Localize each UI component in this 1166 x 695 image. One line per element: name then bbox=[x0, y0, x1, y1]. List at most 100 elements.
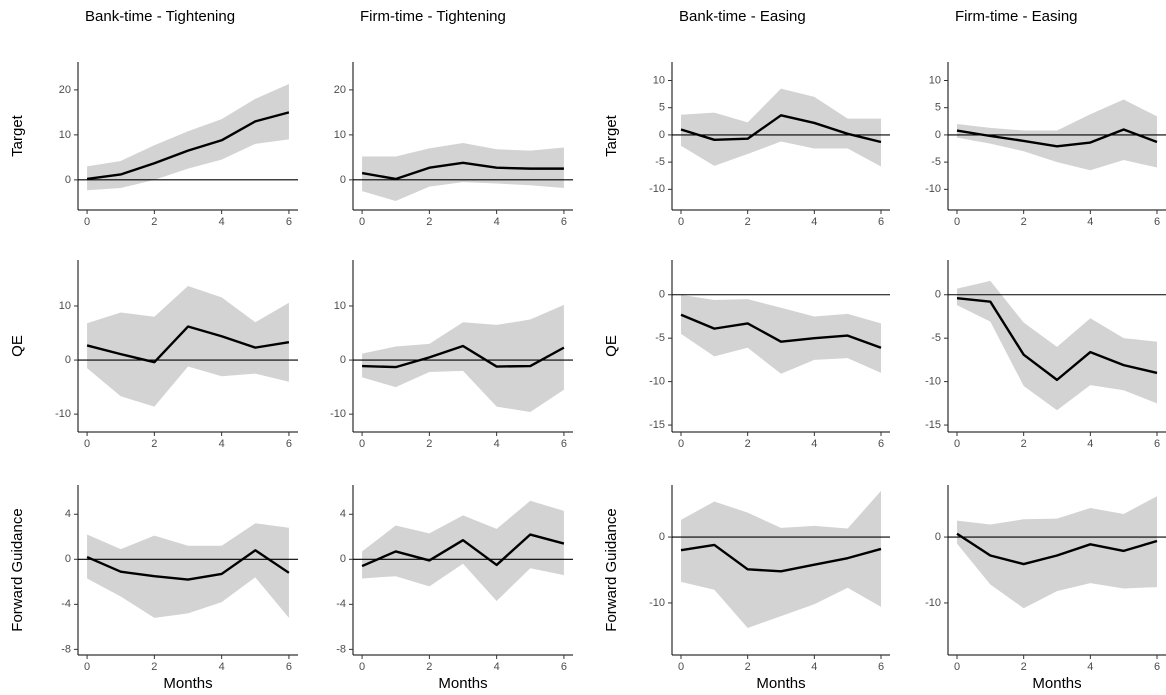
confidence-band bbox=[87, 523, 289, 618]
x-tick-label: 6 bbox=[286, 661, 292, 673]
x-tick-label: 4 bbox=[494, 216, 500, 228]
y-tick-label: 0 bbox=[935, 129, 941, 141]
y-tick-label: 0 bbox=[659, 289, 665, 301]
y-tick-label: 0 bbox=[340, 354, 346, 366]
x-tick-label: 2 bbox=[426, 661, 432, 673]
line bbox=[956, 532, 1158, 566]
x-tick-label: 2 bbox=[1021, 661, 1027, 673]
line bbox=[361, 533, 565, 568]
y-tick-label: -8 bbox=[336, 643, 346, 655]
y-axis-label: QE bbox=[9, 335, 26, 357]
panel-title: Bank-time - Easing bbox=[679, 8, 806, 25]
y-tick-label: 5 bbox=[935, 102, 941, 114]
confidence-band bbox=[681, 490, 881, 628]
x-tick-label: 4 bbox=[1087, 661, 1093, 673]
x-tick-label: 0 bbox=[84, 438, 90, 450]
x-tick-label: 4 bbox=[1087, 216, 1093, 228]
y-tick-label: -15 bbox=[649, 419, 665, 431]
x-tick-label: 2 bbox=[426, 438, 432, 450]
x-tick-label: 4 bbox=[494, 438, 500, 450]
panel-title: Firm-time - Tightening bbox=[360, 8, 506, 25]
x-tick-label: 0 bbox=[954, 661, 960, 673]
confidence-band bbox=[87, 285, 289, 407]
y-tick-label: 0 bbox=[935, 531, 941, 543]
x-tick-label: 2 bbox=[151, 438, 157, 450]
y-tick-label: -10 bbox=[55, 408, 71, 420]
x-tick-label: 2 bbox=[151, 661, 157, 673]
x-tick-label: 0 bbox=[954, 438, 960, 450]
x-tick-label: 6 bbox=[1154, 661, 1160, 673]
x-tick-label: 0 bbox=[954, 216, 960, 228]
y-tick-label: 20 bbox=[334, 84, 346, 96]
y-tick-label: 10 bbox=[334, 300, 346, 312]
x-tick-label: 2 bbox=[426, 216, 432, 228]
y-tick-label: 10 bbox=[929, 74, 941, 86]
y-tick-label: 0 bbox=[659, 531, 665, 543]
y-axis-label: Forward Guidance bbox=[603, 508, 620, 631]
x-tick-label: 4 bbox=[219, 438, 225, 450]
confidence-band bbox=[957, 496, 1157, 609]
y-tick-label: 0 bbox=[340, 174, 346, 186]
y-axis-label: Target bbox=[9, 114, 26, 157]
y-tick-label: 10 bbox=[59, 300, 71, 312]
x-axis-label: Months bbox=[1032, 675, 1081, 692]
y-tick-label: 10 bbox=[653, 74, 665, 86]
confidence-band bbox=[87, 84, 289, 191]
x-tick-label: 6 bbox=[878, 216, 884, 228]
y-tick-label: -10 bbox=[925, 376, 941, 388]
y-tick-label: 0 bbox=[340, 553, 346, 565]
x-tick-label: 0 bbox=[359, 216, 365, 228]
x-tick-label: 4 bbox=[1087, 438, 1093, 450]
y-axis-label: Forward Guidance bbox=[9, 508, 26, 631]
x-tick-label: 6 bbox=[561, 661, 567, 673]
line bbox=[86, 549, 290, 581]
y-tick-label: -5 bbox=[931, 332, 941, 344]
y-tick-label: -5 bbox=[931, 156, 941, 168]
y-tick-label: -15 bbox=[925, 419, 941, 431]
y-tick-label: -5 bbox=[655, 156, 665, 168]
y-tick-label: -10 bbox=[925, 597, 941, 609]
y-tick-label: -4 bbox=[336, 598, 346, 610]
y-tick-label: 0 bbox=[65, 553, 71, 565]
line bbox=[361, 161, 564, 181]
x-tick-label: 0 bbox=[678, 216, 684, 228]
x-tick-label: 6 bbox=[561, 216, 567, 228]
line bbox=[86, 111, 290, 181]
line bbox=[956, 128, 1158, 148]
y-tick-label: -10 bbox=[649, 597, 665, 609]
y-tick-label: 0 bbox=[935, 289, 941, 301]
x-tick-label: 0 bbox=[84, 216, 90, 228]
y-axis-label: QE bbox=[603, 335, 620, 357]
x-tick-label: 0 bbox=[359, 661, 365, 673]
confidence-band bbox=[681, 294, 881, 374]
line bbox=[680, 313, 882, 349]
line bbox=[86, 325, 290, 364]
confidence-band bbox=[957, 280, 1157, 411]
y-tick-label: -10 bbox=[649, 183, 665, 195]
panel-title: Firm-time - Easing bbox=[955, 8, 1078, 25]
y-tick-label: -10 bbox=[330, 408, 346, 420]
panel-title: Bank-time - Tightening bbox=[85, 8, 235, 25]
x-tick-label: 0 bbox=[678, 438, 684, 450]
x-tick-label: 4 bbox=[494, 661, 500, 673]
x-tick-label: 4 bbox=[219, 661, 225, 673]
x-tick-label: 2 bbox=[1021, 216, 1027, 228]
confidence-band bbox=[362, 500, 564, 601]
y-tick-label: -8 bbox=[61, 643, 71, 655]
y-tick-label: -4 bbox=[61, 598, 71, 610]
y-axis-label: Target bbox=[603, 114, 620, 157]
confidence-band bbox=[362, 142, 564, 202]
x-tick-label: 6 bbox=[561, 438, 567, 450]
x-tick-label: 2 bbox=[1021, 438, 1027, 450]
y-tick-label: 10 bbox=[59, 129, 71, 141]
y-tick-label: 4 bbox=[340, 508, 346, 520]
x-tick-label: 0 bbox=[678, 661, 684, 673]
y-tick-label: 0 bbox=[65, 354, 71, 366]
y-tick-label: 4 bbox=[65, 508, 71, 520]
x-tick-label: 0 bbox=[359, 438, 365, 450]
x-tick-label: 2 bbox=[745, 661, 751, 673]
x-axis-label: Months bbox=[438, 675, 487, 692]
y-tick-label: -10 bbox=[925, 183, 941, 195]
confidence-band bbox=[362, 304, 564, 412]
x-tick-label: 6 bbox=[878, 438, 884, 450]
